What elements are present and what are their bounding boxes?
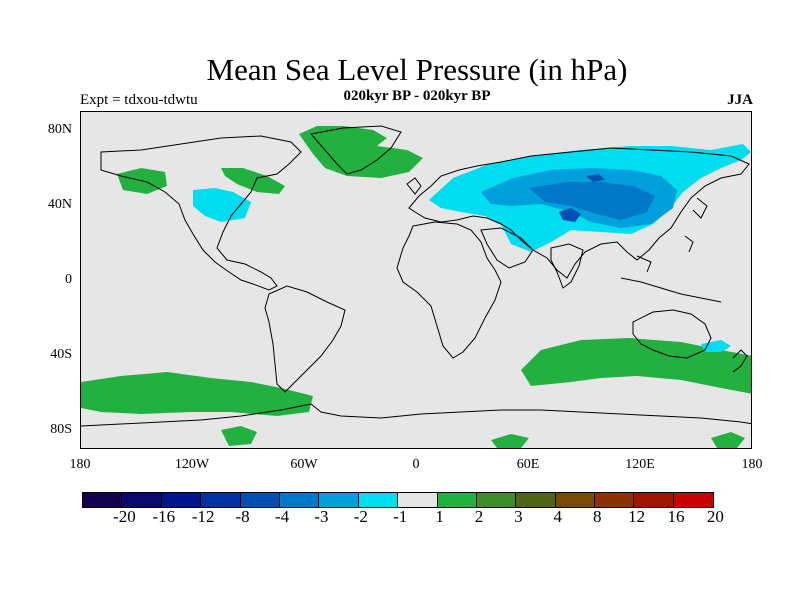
colorbar-swatch (319, 493, 359, 507)
anomaly-labrador (221, 168, 285, 194)
anomaly-nz-blue (701, 340, 731, 352)
colorbar-swatch (673, 493, 714, 507)
experiment-label: Expt = tdxou-tdwtu (80, 92, 198, 108)
coast-new-zealand (732, 349, 748, 373)
colorbar-label: -16 (152, 507, 176, 526)
coast-europe-asia (408, 147, 750, 279)
colorbar-swatch (476, 493, 517, 507)
colorbar-swatch (634, 493, 674, 507)
coast-uk (406, 177, 422, 195)
colorbar-swatch (595, 493, 635, 507)
season-label: JJA (727, 92, 753, 108)
colorbar-label: 8 (592, 507, 602, 526)
coast-north-america (100, 135, 302, 291)
colorbar-label: -3 (314, 507, 329, 526)
anomaly-southern-indian (521, 338, 751, 394)
coast-australia (632, 309, 712, 359)
colorbar-label: 20 (706, 507, 724, 526)
colorbar-swatch (516, 493, 556, 507)
coast-antarctica (81, 403, 751, 427)
colorbar-label: 3 (514, 507, 523, 526)
y-tick-label: 40S (50, 347, 72, 362)
colorbar-label: -8 (235, 507, 250, 526)
y-tick-label: 80S (50, 422, 72, 437)
coast-japan (692, 197, 708, 219)
anomaly-antarctica-1 (221, 426, 257, 446)
x-tick-label: 60E (516, 457, 540, 472)
colorbar-swatch (240, 493, 280, 507)
colorbar-label: 1 (435, 507, 444, 526)
colorbar-swatch (279, 493, 320, 507)
colorbar-label: 2 (474, 507, 484, 526)
coast-arabia (480, 227, 534, 269)
y-tick-label: 40N (47, 197, 72, 212)
colorbar-swatch (358, 493, 399, 507)
colorbar-label: 12 (628, 507, 646, 526)
anomaly-antarctica-2 (491, 434, 529, 448)
map-svg (81, 125, 751, 448)
x-tick-label: 60W (290, 457, 318, 472)
coast-africa (396, 221, 502, 359)
anomaly-southern-pacific (81, 372, 313, 416)
y-tick-label: 80N (47, 122, 72, 137)
coastlines (81, 125, 751, 427)
x-tick-label: 120W (174, 457, 210, 472)
coast-greenland (310, 125, 402, 175)
x-tick-label: 120E (625, 457, 655, 472)
coast-se-asia-islands (620, 235, 722, 303)
colorbar-swatch (83, 493, 123, 507)
colorbar-swatch (201, 493, 241, 507)
anomaly-siberia-spot (586, 174, 605, 182)
x-tick-label: 0 (412, 457, 420, 472)
colorbar-label: 4 (553, 507, 563, 526)
colorbar-swatch (437, 493, 477, 507)
map-panel (80, 111, 752, 449)
colorbar-label: -1 (393, 507, 408, 526)
anomaly-antarctica-3 (711, 432, 745, 448)
colorbar-label: -20 (113, 507, 136, 526)
anomaly-west-na (193, 188, 251, 222)
coast-india (550, 243, 584, 289)
anomaly-fields (81, 126, 751, 448)
colorbar-label: -4 (274, 507, 290, 526)
colorbar-swatch (161, 493, 202, 507)
x-tick-label: 180 (69, 457, 91, 472)
colorbar-swatch (555, 493, 596, 507)
colorbar-swatch (122, 493, 162, 507)
colorbar-label: -12 (191, 507, 215, 526)
figure-title: Mean Sea Level Pressure (in hPa) (206, 52, 628, 87)
anomaly-greenland (299, 126, 423, 178)
anomaly-tibet-spot (559, 208, 581, 222)
coast-south-america (264, 285, 346, 393)
colorbar (82, 492, 715, 508)
colorbar-label: 16 (667, 507, 685, 526)
x-tick-label: 180 (741, 457, 763, 472)
colorbar-label: -2 (353, 507, 368, 526)
figure-subtitle: 020kyr BP - 020kyr BP (343, 88, 491, 104)
y-tick-label: 0 (65, 272, 72, 287)
anomaly-central-asia-core (529, 182, 655, 220)
colorbar-swatch (398, 493, 438, 507)
